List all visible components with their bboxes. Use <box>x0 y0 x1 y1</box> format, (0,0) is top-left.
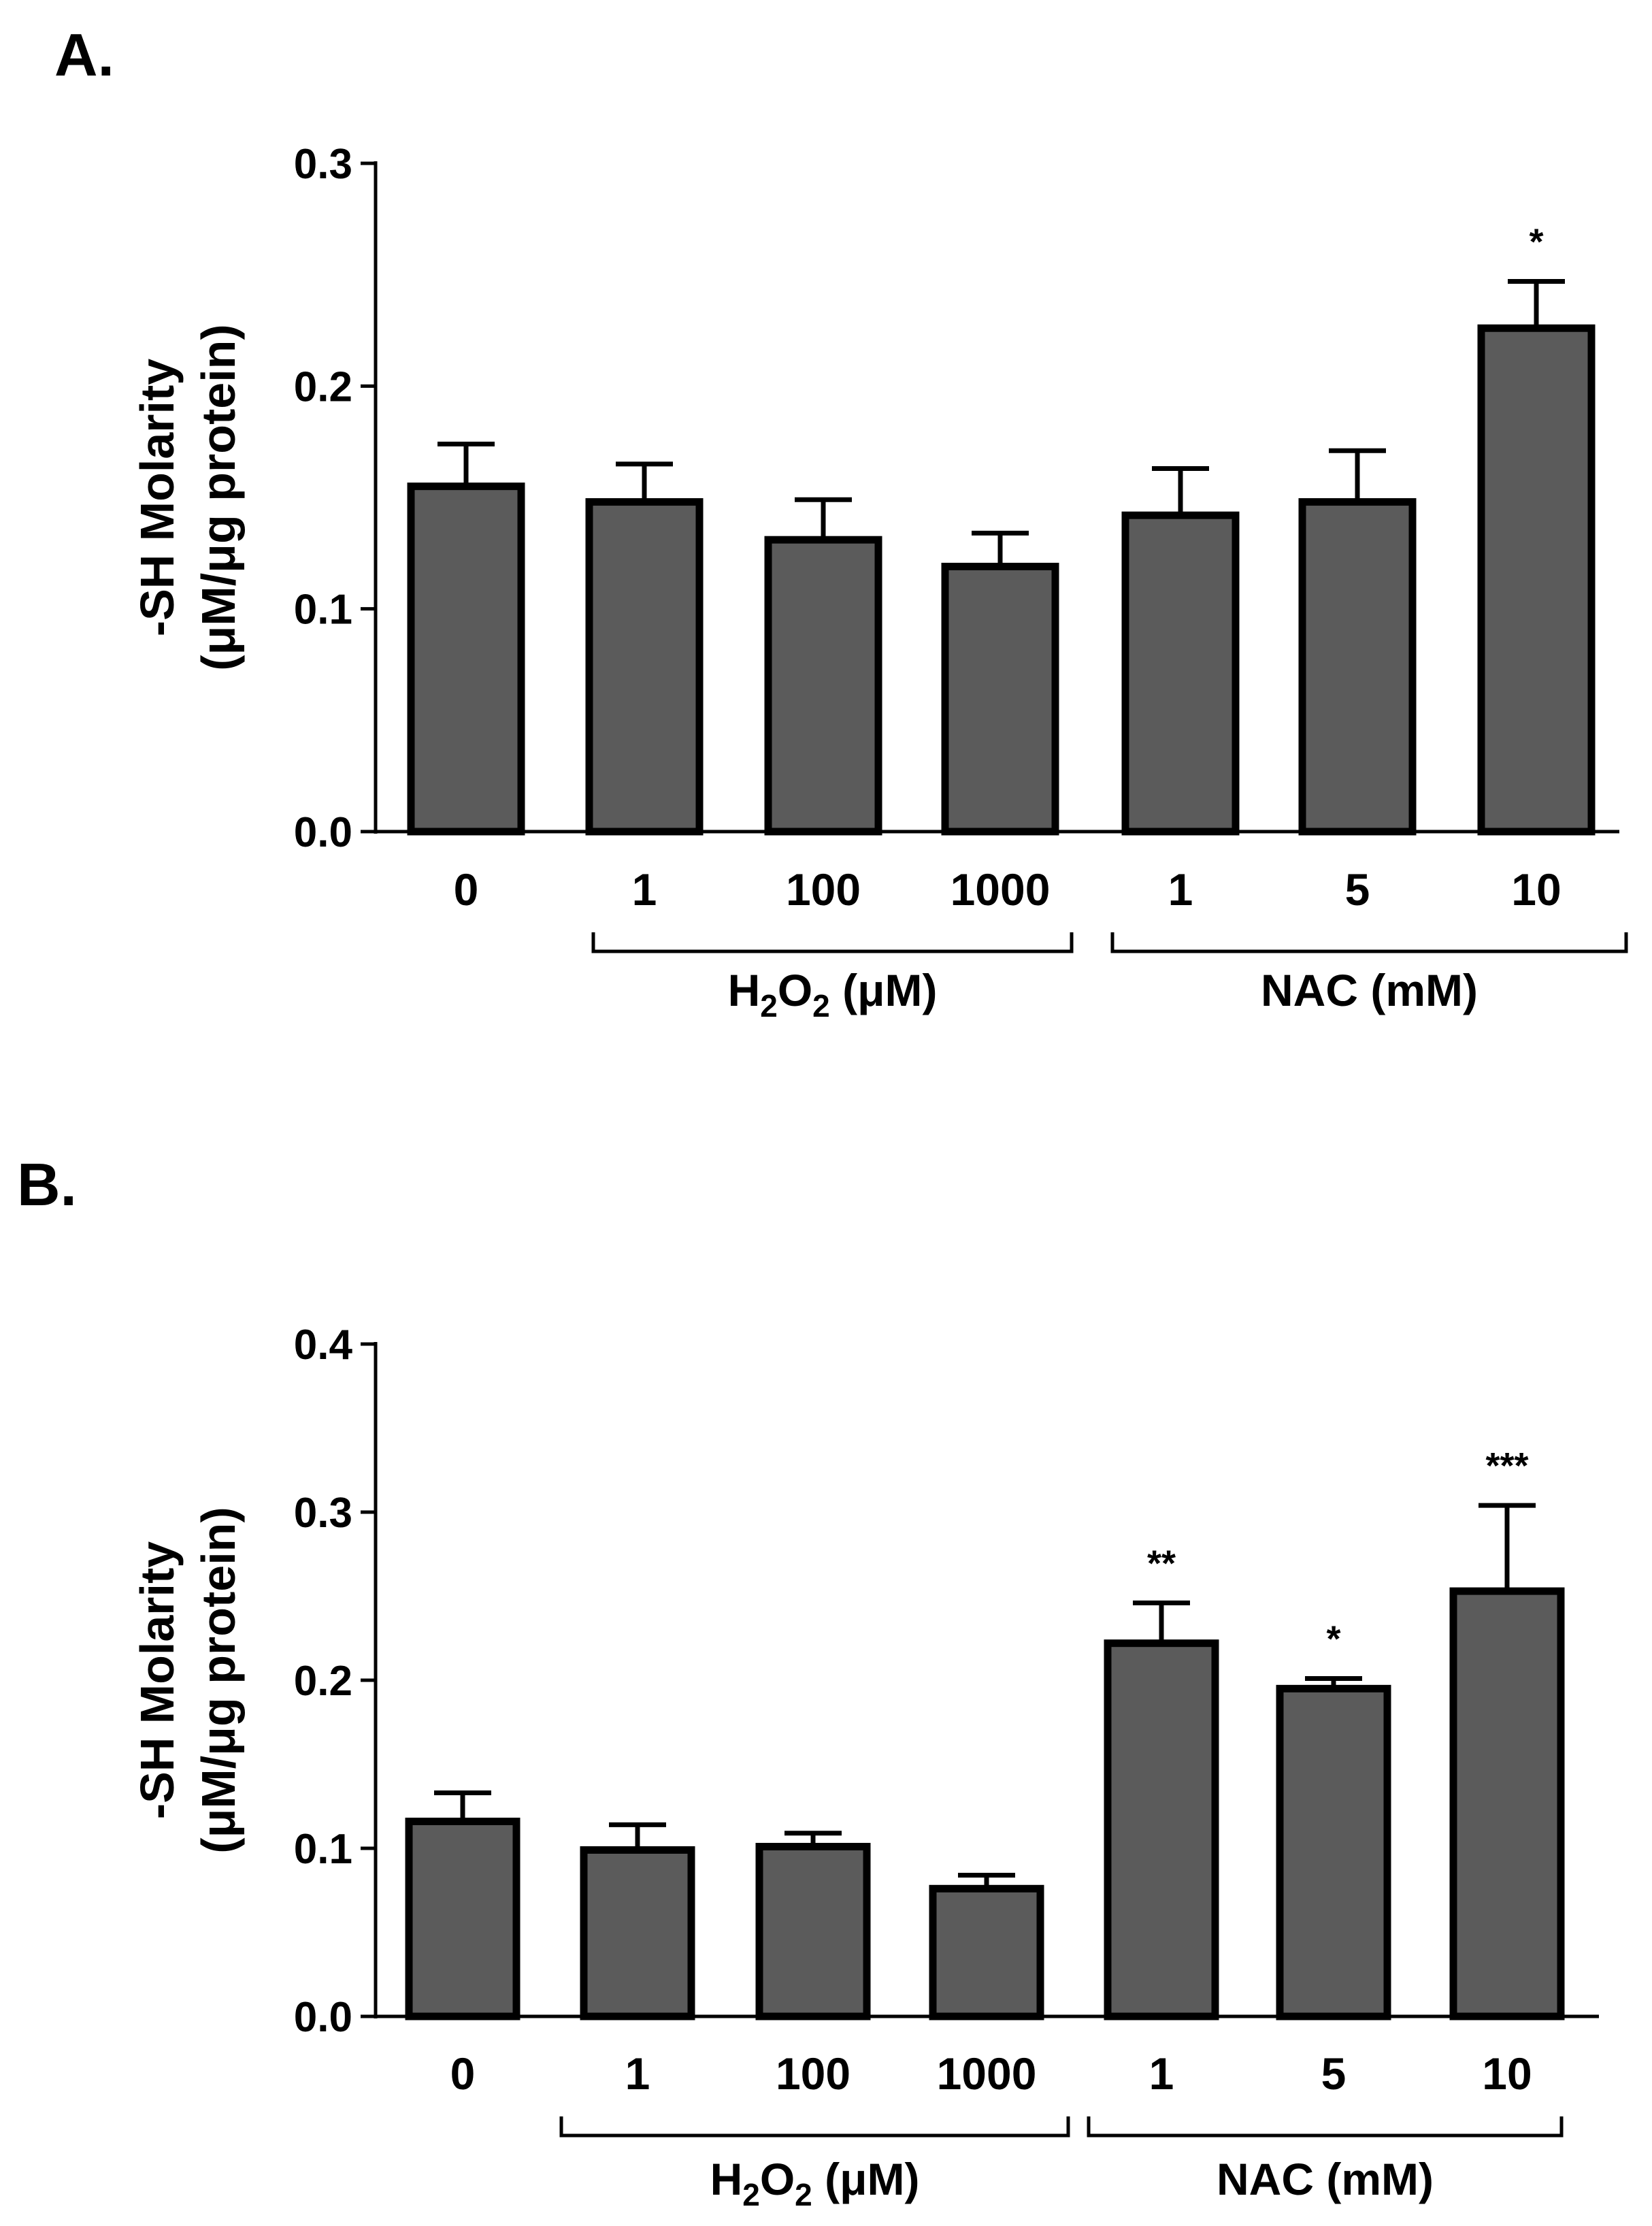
pa-group-bracket <box>591 932 1074 953</box>
pa-x-tick-label: 1000 <box>951 864 1051 915</box>
panel-b-bar-chart: 0 1 100 1000 ** 1 * 5 *** 10 0.0 0.1 0.2 0.3 0.4 -SH Mo… <box>131 1322 1599 2212</box>
pa-x-tick-label: 10 <box>1511 864 1561 915</box>
pb-x-tick-label: 10 <box>1482 2048 1532 2099</box>
pb-y-tick-label: 0.4 <box>294 1322 353 1369</box>
pb-y-tick-label: 0.3 <box>294 1490 352 1537</box>
pa-group-label-main: H <box>728 965 761 1015</box>
pb-y-axis-label-line1: -SH Molarity <box>131 1541 184 1819</box>
pb-group-label-mid: O <box>760 2154 795 2204</box>
pb-significance-marker: * <box>1326 1619 1340 1660</box>
pb-x-tick-label: 1000 <box>937 2048 1037 2099</box>
pa-x-tick-label: 1 <box>632 864 657 915</box>
pb-group-label: H2O2 (μM) <box>710 2154 920 2212</box>
pb-group-label-sub: 2 <box>795 2177 812 2212</box>
pb-y-tick-label: 0.0 <box>294 1994 352 2041</box>
pa-bar <box>407 482 525 836</box>
pb-y-tick-label: 0.2 <box>294 1658 352 1705</box>
pa-bar <box>585 498 704 836</box>
pa-group-label-mid: O <box>778 965 812 1015</box>
pa-bar <box>764 536 882 836</box>
pa-group-label: H2O2 (μM) <box>728 965 938 1024</box>
pa-x-tick-label: 100 <box>786 864 861 915</box>
pa-bar <box>1121 511 1240 836</box>
pa-group-label-unit: (μM) <box>830 965 938 1015</box>
pb-bar <box>1104 1639 1219 2020</box>
pb-bar <box>1449 1587 1565 2020</box>
pb-significance-marker: ** <box>1147 1543 1176 1584</box>
pb-y-axis-label-line2: (μM/μg protein) <box>192 1507 245 1853</box>
pb-group-label-sub: 2 <box>742 2177 760 2212</box>
pa-significance-marker: * <box>1529 221 1543 262</box>
pb-bar <box>755 1843 871 2020</box>
pa-bar <box>1477 324 1596 836</box>
pa-group-label: NAC (mM) <box>1261 965 1478 1015</box>
pa-x-tick-label: 5 <box>1345 864 1370 915</box>
pb-x-tick-label: 5 <box>1321 2048 1347 2099</box>
pb-group-label-unit: (μM) <box>812 2154 920 2204</box>
pa-x-tick-label: 1 <box>1168 864 1193 915</box>
pb-bar <box>580 1846 695 2020</box>
pb-x-tick-label: 100 <box>776 2048 850 2099</box>
pa-group-bracket <box>1110 932 1628 953</box>
pa-group-label-sub: 2 <box>812 988 830 1024</box>
pb-bar <box>1276 1684 1391 2020</box>
pa-bar <box>1298 498 1417 836</box>
pa-y-tick-label: 0.1 <box>294 587 352 634</box>
pa-y-tick-label: 0.3 <box>294 141 352 188</box>
panel-a-bar-chart: 0 1 100 1000 1 5*100.00.10.20.3-SH Molarity (μ… <box>131 141 1628 1024</box>
pb-x-tick-label: 0 <box>450 2048 476 2099</box>
pb-x-tick-label: 1 <box>625 2048 650 2099</box>
pb-bar <box>929 1884 1044 2020</box>
pb-y-tick-label: 0.1 <box>294 1826 352 1873</box>
panel-a-label: A. <box>54 21 114 88</box>
pa-bar <box>941 562 1059 836</box>
pb-bar <box>405 1817 521 2020</box>
pa-y-tick-label: 0.0 <box>294 809 352 856</box>
pa-x-tick-label: 0 <box>454 864 479 915</box>
pb-group-bracket <box>1087 2116 1564 2138</box>
pb-group-label-main: H <box>710 2154 743 2204</box>
pb-group-label-main: NAC (mM) <box>1217 2154 1434 2204</box>
panel-b-label: B. <box>17 1151 77 1218</box>
pa-group-label-sub: 2 <box>760 988 778 1024</box>
pa-y-axis-label-line1: -SH Molarity <box>131 359 184 636</box>
pb-group-bracket <box>559 2116 1070 2138</box>
pb-y-axis-label: -SH Molarity (μM/μg protein) <box>131 1507 245 1853</box>
pb-x-tick-label: 1 <box>1149 2048 1174 2099</box>
pb-significance-marker: *** <box>1485 1445 1528 1486</box>
pb-group-label: NAC (mM) <box>1217 2154 1434 2204</box>
pa-group-label-main: NAC (mM) <box>1261 965 1478 1015</box>
pa-y-tick-label: 0.2 <box>294 363 352 410</box>
pa-y-axis-label-line2: (μM/μg protein) <box>192 324 245 670</box>
pa-y-axis-label: -SH Molarity (μM/μg protein) <box>131 324 245 670</box>
